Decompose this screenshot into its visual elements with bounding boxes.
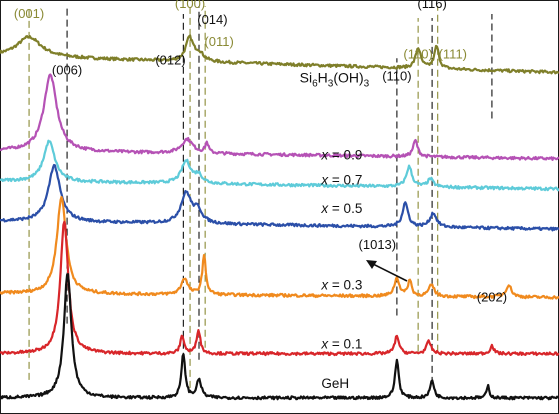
annotation-arrow-line — [373, 264, 407, 281]
compound-label: Si6H3(OH)3 — [300, 69, 370, 89]
series-label-5: GeH — [321, 376, 349, 391]
series-line-6 — [0, 274, 559, 399]
peak-label-9: (111) — [439, 46, 467, 61]
series-label-0: x = 0.9 — [320, 148, 362, 163]
series-line-4 — [0, 197, 559, 299]
peak-label-6: (110) — [382, 68, 411, 83]
peak-label-8: (116) — [417, 0, 446, 11]
series-line-0 — [0, 35, 559, 73]
peak-label-3: (100) — [175, 0, 205, 11]
series-label-3: x = 0.3 — [320, 277, 362, 292]
series-label-4: x = 0.1 — [320, 337, 362, 352]
series-line-1 — [0, 75, 559, 160]
series-layer — [0, 35, 559, 399]
peak-label-10: (1013) — [359, 237, 397, 252]
annotation-layer — [366, 260, 407, 281]
peak-label-0: (001) — [14, 6, 44, 21]
peak-label-5: (011) — [204, 34, 233, 49]
peak-label-7: (110) — [403, 46, 432, 61]
series-label-2: x = 0.5 — [320, 201, 362, 216]
series-label-1: x = 0.7 — [320, 172, 362, 187]
peak-label-1: (006) — [52, 62, 82, 77]
peak-label-4: (014) — [197, 12, 227, 27]
series-line-3 — [0, 165, 559, 230]
peak-label-11: (202) — [477, 289, 507, 304]
peak-label-2: (012) — [155, 52, 185, 67]
